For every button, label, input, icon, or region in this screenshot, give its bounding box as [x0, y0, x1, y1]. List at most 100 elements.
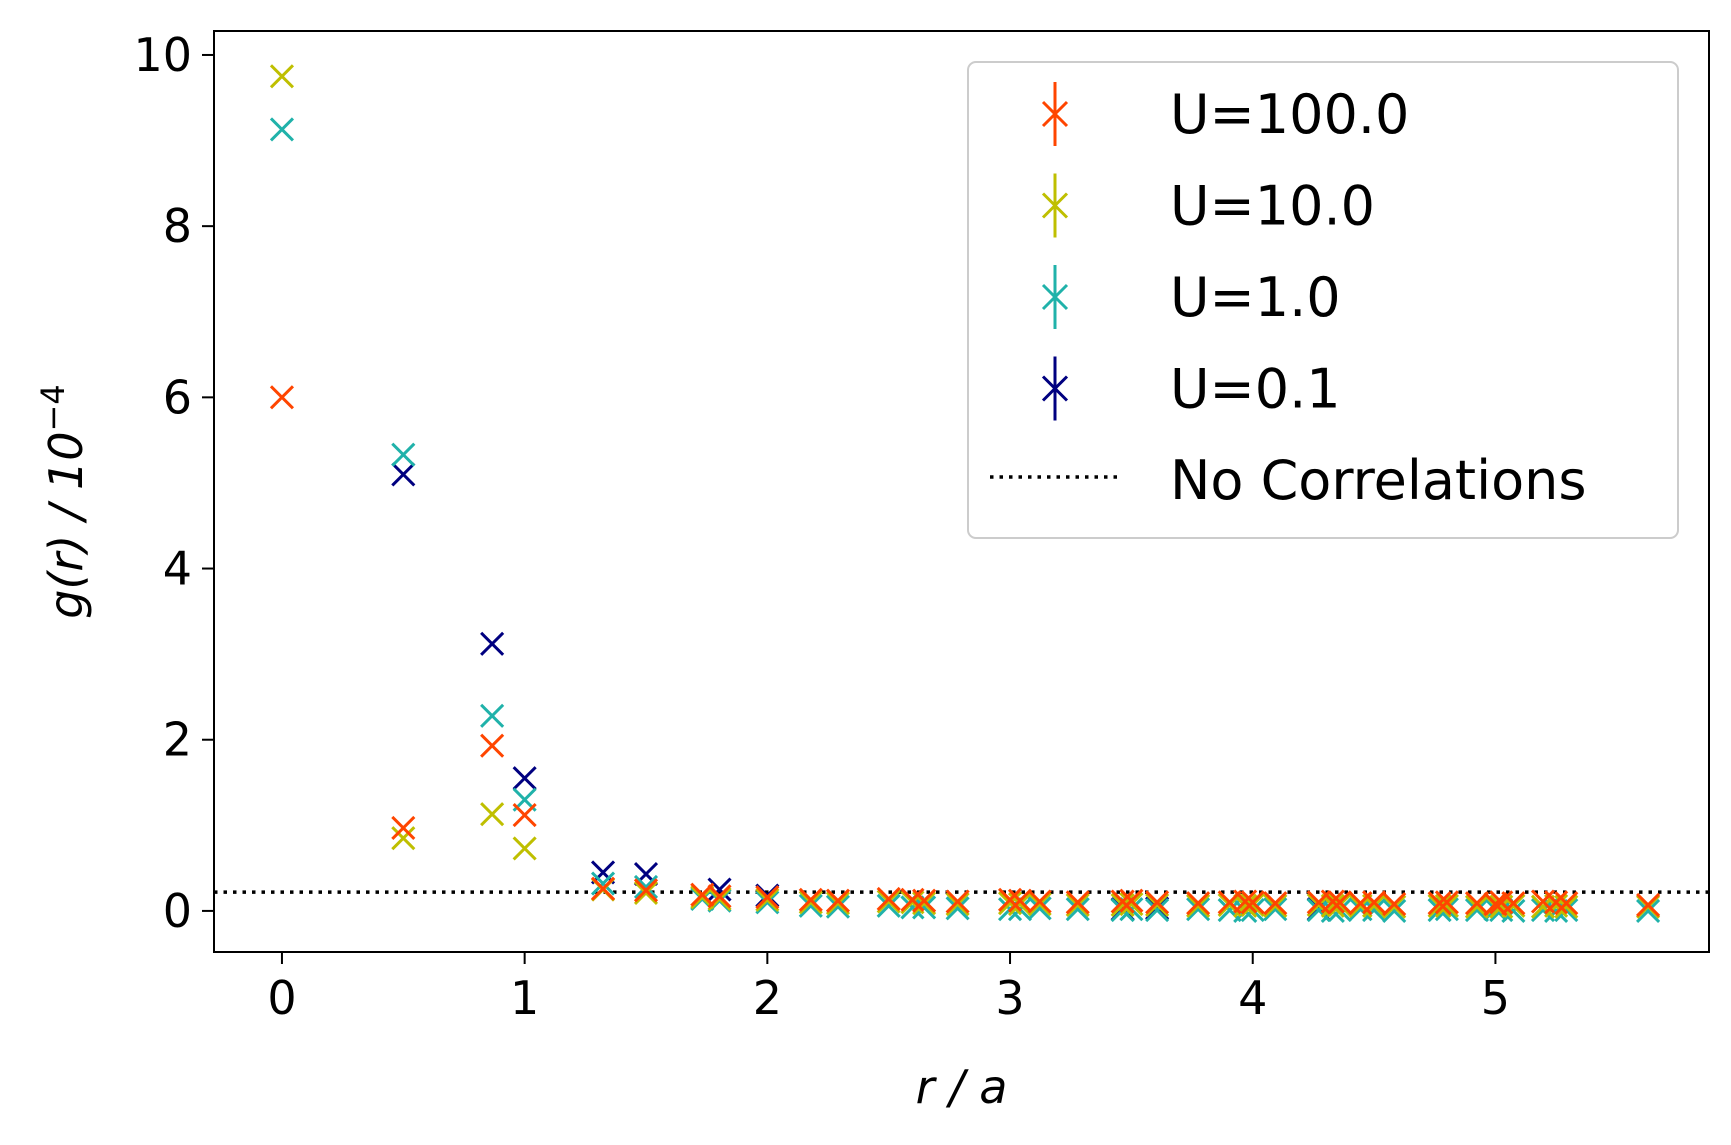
data-point: [876, 886, 901, 911]
data-point: [1434, 890, 1459, 915]
legend-items: U=100.0 U=10.0 U=1.0 U=0.1 No Correlations: [990, 82, 1587, 512]
data-point: [1027, 889, 1052, 914]
legend-item: U=10.0: [1041, 173, 1375, 238]
legend-cross-marker-icon: [1041, 100, 1069, 128]
data-point: [1240, 890, 1265, 915]
data-point: [876, 893, 901, 918]
legend-label: U=1.0: [1170, 266, 1341, 329]
data-point: [590, 876, 616, 901]
data-point: [798, 890, 823, 915]
data-point: [1110, 889, 1135, 914]
legend-label: No Correlations: [1170, 449, 1587, 512]
data-point: [633, 874, 659, 900]
data-point: [1362, 897, 1387, 923]
data-point: [1145, 890, 1170, 915]
data-point: [269, 385, 295, 410]
data-point: [876, 889, 901, 914]
data-point: [480, 802, 505, 827]
y-tick-label: 4: [163, 542, 192, 596]
x-tick-label: 0: [267, 971, 296, 1025]
data-point: [707, 877, 732, 902]
legend-label: U=100.0: [1170, 83, 1409, 146]
legend-item: U=0.1: [1041, 356, 1341, 421]
data-point: [1554, 891, 1579, 916]
data-point: [633, 878, 659, 903]
data-point: [512, 802, 537, 828]
y-axis-label-main: g(r) / 10: [39, 431, 93, 618]
data-point: [1362, 890, 1387, 915]
y-tick-label: 0: [163, 884, 192, 938]
data-point: [480, 733, 505, 758]
data-point: [1027, 892, 1052, 917]
data-point: [1382, 898, 1407, 923]
data-point: [1501, 891, 1526, 916]
x-axis-ticks: 0 1 2 3 4 5: [267, 952, 1510, 1025]
x-tick-label: 5: [1481, 971, 1510, 1025]
x-tick-label: 1: [510, 971, 539, 1025]
data-point: [997, 891, 1023, 916]
data-point: [1065, 897, 1090, 922]
data-point: [1434, 893, 1459, 918]
legend-item: U=100.0: [1041, 82, 1409, 146]
legend-cross-marker-icon: [1041, 283, 1069, 311]
data-point: [825, 888, 851, 913]
y-tick-label: 2: [163, 713, 192, 767]
plot-frame: [213, 30, 1710, 953]
data-point: [1233, 889, 1258, 914]
data-point: [997, 887, 1023, 912]
data-marks-layer: [269, 64, 1661, 923]
legend-cross-marker-icon: [1041, 375, 1069, 402]
data-point: [1427, 891, 1452, 916]
legend: U=100.0 U=10.0 U=1.0 U=0.1 No Correlations: [967, 61, 1679, 539]
data-point: [1636, 892, 1661, 917]
data-point: [1320, 889, 1345, 914]
data-point: [945, 896, 970, 921]
data-point: [480, 631, 505, 656]
data-point: [1464, 897, 1490, 923]
data-point: [391, 815, 416, 840]
legend-cross-marker-icon: [1041, 192, 1069, 219]
data-point: [1186, 891, 1211, 916]
data-point: [391, 442, 416, 467]
data-point: [825, 894, 851, 919]
data-point: [590, 871, 616, 896]
data-point: [512, 836, 537, 861]
y-axis-label-exponent: −4: [34, 384, 72, 431]
data-point: [1544, 890, 1569, 915]
data-point: [1119, 892, 1144, 917]
data-point: [707, 884, 732, 909]
data-point: [391, 826, 416, 851]
data-point: [1186, 893, 1211, 918]
data-point: [480, 703, 505, 728]
data-point: [798, 893, 823, 918]
data-point: [1263, 891, 1288, 916]
series-U=100.0: [269, 385, 1661, 917]
y-axis-ticks: 0 2 4 6 8 10: [133, 28, 214, 938]
x-tick-label: 4: [1238, 971, 1267, 1025]
data-point: [269, 64, 295, 89]
data-point: [825, 891, 851, 916]
data-point: [1233, 893, 1258, 918]
data-point: [945, 889, 970, 914]
legend-item-reference: No Correlations: [990, 449, 1587, 512]
legend-label: U=10.0: [1170, 175, 1375, 238]
data-point: [269, 117, 295, 142]
data-point: [1065, 892, 1090, 917]
y-tick-label: 8: [163, 199, 192, 253]
data-point: [1065, 890, 1090, 915]
data-point: [1119, 888, 1144, 913]
data-point: [1327, 890, 1352, 915]
data-point: [755, 887, 780, 912]
data-point: [1263, 893, 1288, 918]
data-point: [1145, 897, 1170, 923]
data-point: [1320, 893, 1345, 918]
x-tick-label: 3: [995, 971, 1024, 1025]
y-tick-label: 6: [163, 370, 192, 424]
x-axis-label: r / a: [916, 1060, 1008, 1114]
data-point: [1382, 892, 1407, 917]
data-point: [755, 890, 780, 915]
data-point: [391, 462, 416, 487]
data-point: [633, 880, 659, 906]
data-point: [945, 892, 970, 917]
